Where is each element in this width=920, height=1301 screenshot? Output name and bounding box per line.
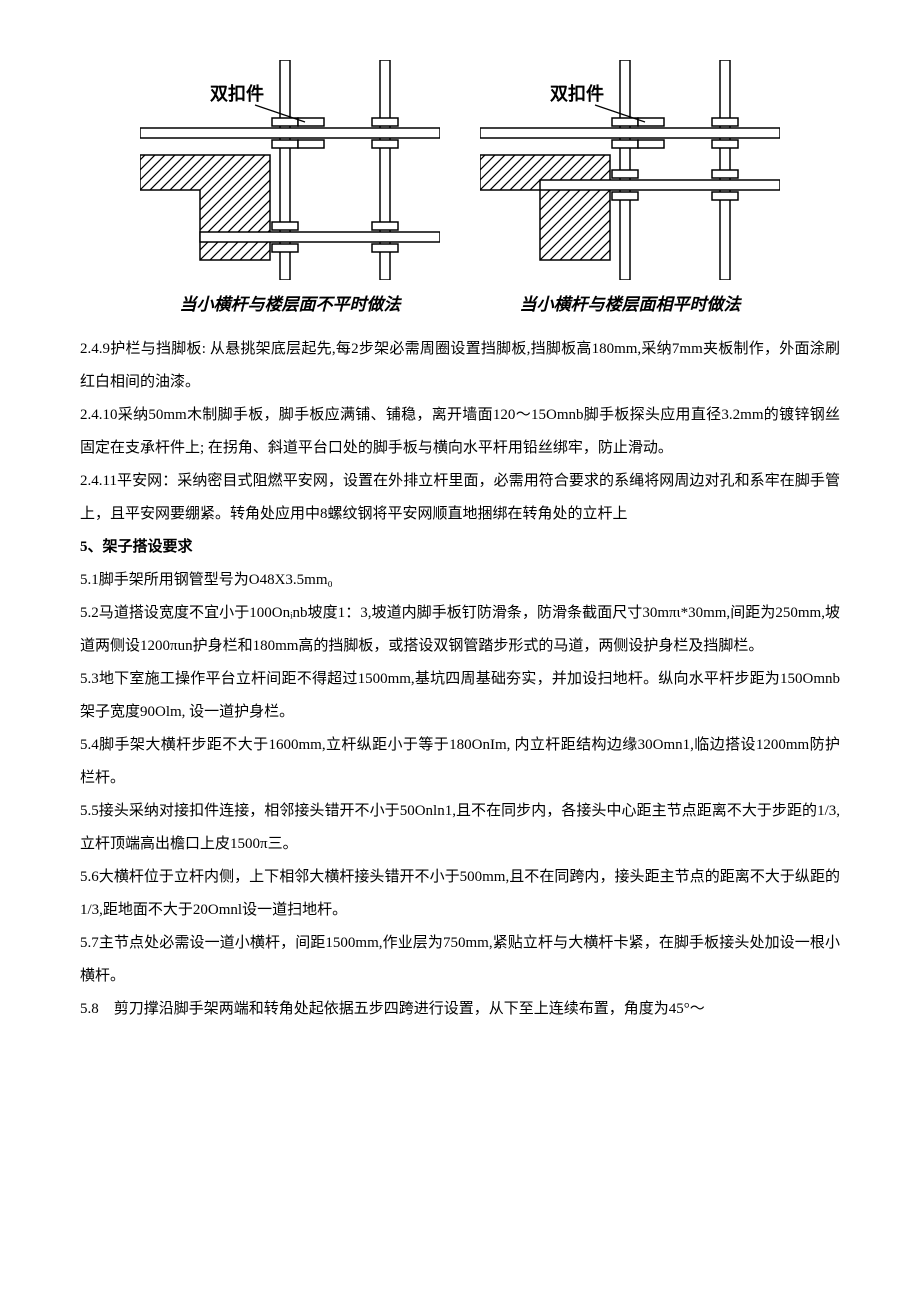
para-249: 2.4.9护栏与挡脚板: 从悬挑架底层起先,每2步架必需周圈设置挡脚板,挡脚板高… bbox=[80, 333, 840, 399]
para-54: 5.4脚手架大横杆步距不大于1600mm,立杆纵距小于等于180OnIm, 内立… bbox=[80, 729, 840, 795]
para-51: 5.1脚手架所用钢管型号为O48X3.5mm₀ bbox=[80, 564, 840, 597]
diagram-right: 双扣件 bbox=[480, 60, 780, 280]
para-56: 5.6大横杆位于立杆内侧，上下相邻大横杆接头错开不小于500mm,且不在同跨内，… bbox=[80, 861, 840, 927]
figure-row: 双扣件 当小横杆与楼层面不平时做法 bbox=[80, 60, 840, 323]
para-57: 5.7主节点处必需设一道小横杆，间距1500mm,作业层为750mm,紧贴立杆与… bbox=[80, 927, 840, 993]
heading-5: 5、架子搭设要求 bbox=[80, 531, 840, 564]
figure-left: 双扣件 当小横杆与楼层面不平时做法 bbox=[140, 60, 440, 323]
para-58: 5.8 剪刀撑沿脚手架两端和转角处起依据五步四跨进行设置，从下至上连续布置，角度… bbox=[80, 993, 840, 1026]
para-2411: 2.4.11平安网：采纳密目式阻燃平安网，设置在外排立杆里面，必需用符合要求的系… bbox=[80, 465, 840, 531]
label-shuangkoujian-left: 双扣件 bbox=[210, 83, 264, 104]
para-55: 5.5接头采纳对接扣件连接，相邻接头错开不小于50Onln1,且不在同步内，各接… bbox=[80, 795, 840, 861]
para-53: 5.3地下室施工操作平台立杆间距不得超过1500mm,基坑四周基础夯实，并加设扫… bbox=[80, 663, 840, 729]
para-2410: 2.4.10采纳50mm木制脚手板，脚手板应满铺、铺稳，离开墙面120～15Om… bbox=[80, 399, 840, 465]
para-52: 5.2马道搭设宽度不宜小于100Onᵢnb坡度1：3,坡道内脚手板钉防滑条，防滑… bbox=[80, 597, 840, 663]
label-shuangkoujian-right: 双扣件 bbox=[550, 83, 604, 104]
diagram-left: 双扣件 bbox=[140, 60, 440, 280]
figure-right: 双扣件 当小横杆与楼层面相平时做法 bbox=[480, 60, 780, 323]
caption-right: 当小横杆与楼层面相平时做法 bbox=[520, 286, 741, 323]
caption-left: 当小横杆与楼层面不平时做法 bbox=[180, 286, 401, 323]
